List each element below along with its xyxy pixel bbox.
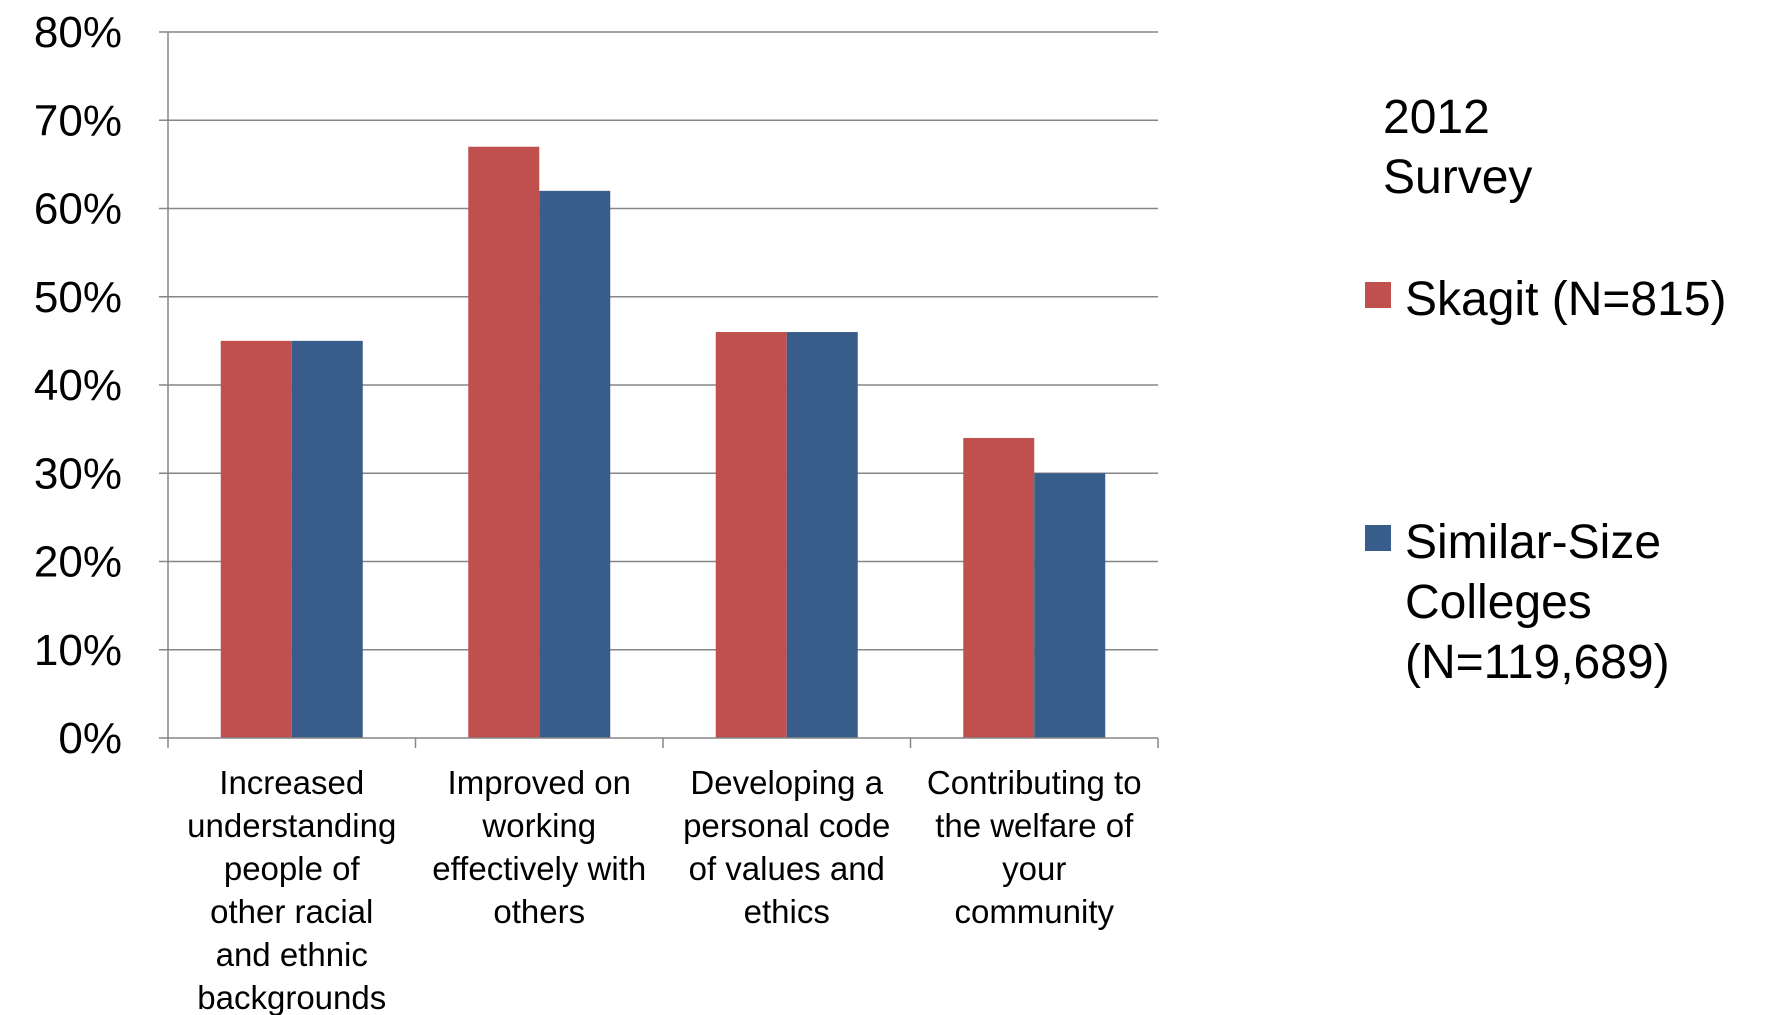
bar-series-2-category-3 bbox=[786, 332, 858, 738]
y-tick-label: 70% bbox=[34, 96, 122, 145]
y-tick-label: 10% bbox=[34, 626, 122, 675]
y-tick-label: 30% bbox=[34, 449, 122, 498]
y-axis-ticks: 0% 10% 20% 30% 40% 50% 60% 70% 80% bbox=[34, 8, 122, 763]
bar-series-1-category-3 bbox=[715, 332, 787, 738]
legend-swatch bbox=[1365, 282, 1391, 308]
bar-series-2-category-2 bbox=[539, 190, 611, 739]
bar-series-1-category-1 bbox=[220, 340, 292, 738]
legend-label: Skagit (N=815) bbox=[1405, 273, 1727, 326]
y-tick-label: 40% bbox=[34, 361, 122, 410]
y-tick-label: 20% bbox=[34, 538, 122, 587]
y-tick-label: 80% bbox=[34, 8, 122, 57]
x-tick-label: Improved on working effectively with others bbox=[432, 764, 646, 930]
x-tick-label: Contributing to the welfare of your communi… bbox=[927, 764, 1142, 930]
x-tick-label: Developing a personal code of values and et… bbox=[683, 764, 890, 930]
legend: 2012 Survey Skagit (N=815) Similar-Size Coll… bbox=[1365, 91, 1727, 689]
axes bbox=[159, 31, 1159, 748]
legend-label: Similar-Size Colleges (N=119,689) bbox=[1405, 516, 1670, 689]
bar-series-2-category-1 bbox=[291, 340, 363, 738]
x-axis-ticks: Increased understanding people of other rac… bbox=[187, 764, 1141, 1015]
legend-swatch bbox=[1365, 525, 1391, 551]
bar-series-2-category-4 bbox=[1034, 473, 1106, 738]
y-tick-label: 0% bbox=[58, 714, 122, 763]
y-tick-label: 60% bbox=[34, 185, 122, 234]
legend-title: 2012 Survey bbox=[1383, 91, 1532, 204]
bar-series-1-category-4 bbox=[963, 437, 1035, 738]
y-tick-label: 50% bbox=[34, 273, 122, 322]
bars bbox=[220, 146, 1106, 739]
x-tick-label: Increased understanding people of other rac… bbox=[187, 764, 396, 1015]
bar-series-1-category-2 bbox=[468, 146, 540, 739]
